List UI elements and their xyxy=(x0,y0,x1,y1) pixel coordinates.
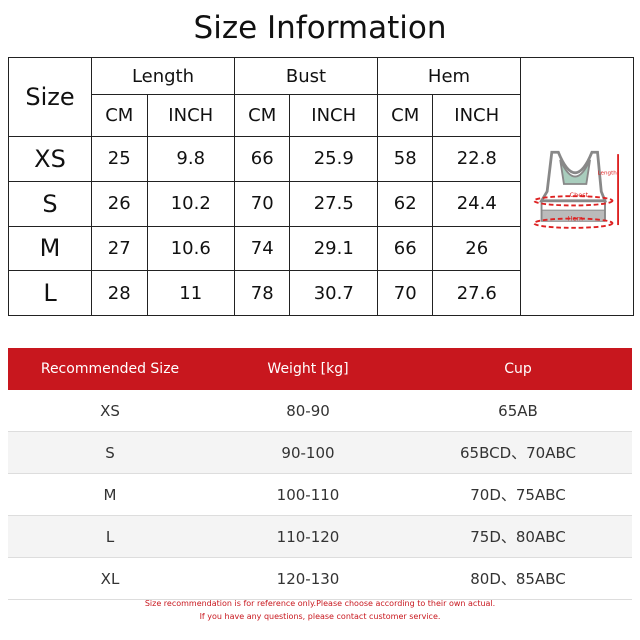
cell: 10.2 xyxy=(146,180,235,227)
hem-label: Hem xyxy=(568,214,583,222)
cell: XL xyxy=(8,557,212,600)
cell: 25.9 xyxy=(289,136,378,182)
cell: 11 xyxy=(146,270,235,316)
header-cup: Cup xyxy=(404,348,632,390)
cell: 70 xyxy=(376,270,434,316)
cell: 27.5 xyxy=(289,180,378,227)
cell: 26 xyxy=(432,225,521,272)
size-row: XS 25 9.8 66 25.9 58 22.8 xyxy=(8,136,634,182)
cell: 66 xyxy=(376,225,434,272)
cell: 9.8 xyxy=(146,136,235,182)
unit-inch: INCH xyxy=(289,94,378,137)
header-recommended-size: Recommended Size xyxy=(8,348,212,390)
unit-inch: INCH xyxy=(432,94,521,137)
cell: L xyxy=(8,515,212,558)
cell: 110-120 xyxy=(212,515,404,558)
unit-inch: INCH xyxy=(146,94,235,137)
footnote: Size recommendation is for reference onl… xyxy=(0,597,640,623)
size-table: Size Length Bust Hem Chest Hem Length CM… xyxy=(8,57,634,316)
footnote-line: If you have any questions, please contac… xyxy=(199,612,441,621)
unit-cm: CM xyxy=(91,94,148,137)
size-row: L 28 11 78 30.7 70 27.6 xyxy=(8,270,634,316)
size-row: M 27 10.6 74 29.1 66 26 xyxy=(8,225,634,272)
cell: 62 xyxy=(376,180,434,227)
cell: 26 xyxy=(91,180,148,227)
cell: 28 xyxy=(91,270,148,316)
cell: 70 xyxy=(233,180,291,227)
cell: 80D、85ABC xyxy=(404,557,632,600)
size-label: S xyxy=(8,180,92,227)
table-row: M 100-110 70D、75ABC xyxy=(8,473,632,516)
cell: 120-130 xyxy=(212,557,404,600)
cell: 25 xyxy=(91,136,148,182)
cell: 70D、75ABC xyxy=(404,473,632,516)
cell: 90-100 xyxy=(212,431,404,474)
cell: 58 xyxy=(376,136,434,182)
cell: 10.6 xyxy=(146,225,235,272)
unit-cm: CM xyxy=(233,94,291,137)
group-hem: Hem xyxy=(376,57,522,95)
group-length: Length xyxy=(91,57,235,95)
cell: 75D、80ABC xyxy=(404,515,632,558)
size-row: S 26 10.2 70 27.5 62 24.4 xyxy=(8,180,634,227)
size-label: XS xyxy=(8,136,92,182)
cell: 24.4 xyxy=(432,180,521,227)
group-bust: Bust xyxy=(233,57,378,95)
page-title: Size Information xyxy=(193,10,447,46)
cell: 100-110 xyxy=(212,473,404,516)
recommended-size-table: Recommended Size Weight [kg] Cup XS 80-90… xyxy=(8,348,632,600)
cell: XS xyxy=(8,390,212,432)
cell: 29.1 xyxy=(289,225,378,272)
cell: 30.7 xyxy=(289,270,378,316)
cell: 66 xyxy=(233,136,291,182)
length-label: Length xyxy=(598,171,618,177)
cell: 65BCD、70ABC xyxy=(404,431,632,474)
sports-bra-icon: Chest Hem Length xyxy=(533,150,619,229)
cell: 65AB xyxy=(404,390,632,432)
chest-label: Chest xyxy=(570,191,589,199)
header-weight: Weight [kg] xyxy=(212,348,404,390)
size-header: Size xyxy=(8,57,92,137)
table-row: S 90-100 65BCD、70ABC xyxy=(8,431,632,474)
size-label: M xyxy=(8,225,92,272)
table-row: XL 120-130 80D、85ABC xyxy=(8,557,632,600)
cell: 22.8 xyxy=(432,136,521,182)
table-row: XS 80-90 65AB xyxy=(8,390,632,432)
footnote-line: Size recommendation is for reference onl… xyxy=(144,599,496,608)
cell: 78 xyxy=(233,270,291,316)
cell: 27.6 xyxy=(432,270,521,316)
table-row: L 110-120 75D、80ABC xyxy=(8,515,632,558)
cell: 74 xyxy=(233,225,291,272)
cell: M xyxy=(8,473,212,516)
garment-diagram: Chest Hem Length xyxy=(520,57,634,316)
unit-cm: CM xyxy=(376,94,434,137)
cell: 80-90 xyxy=(212,390,404,432)
cell: 27 xyxy=(91,225,148,272)
cell: S xyxy=(8,431,212,474)
size-label: L xyxy=(8,270,92,316)
